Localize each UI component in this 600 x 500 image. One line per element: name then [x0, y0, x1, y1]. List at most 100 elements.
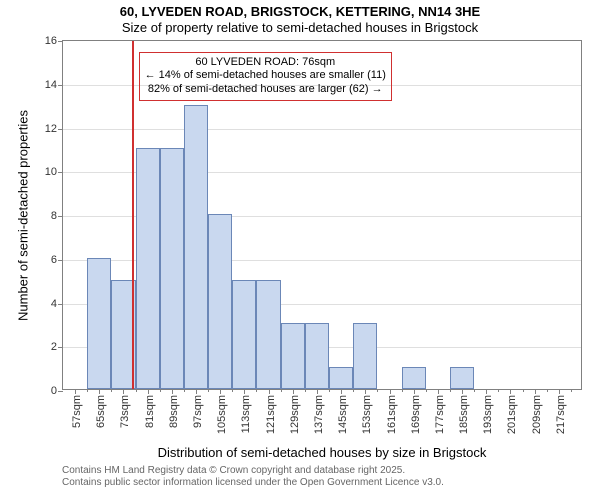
x-tick-mark — [438, 389, 439, 394]
y-tick-mark — [58, 172, 63, 173]
x-tick-mark — [244, 389, 245, 394]
x-tick-label: 105sqm — [216, 395, 228, 434]
x-minor-tick-mark — [87, 389, 88, 392]
x-tick-label: 113sqm — [240, 395, 252, 433]
x-tick-label: 161sqm — [386, 395, 398, 434]
x-minor-tick-mark — [498, 389, 499, 392]
x-tick-mark — [123, 389, 124, 394]
x-tick-mark — [293, 389, 294, 394]
x-minor-tick-mark — [232, 389, 233, 392]
x-tick-mark — [99, 389, 100, 394]
x-tick-label: 137sqm — [313, 395, 325, 434]
x-tick-mark — [341, 389, 342, 394]
attribution-line1: Contains HM Land Registry data © Crown c… — [62, 465, 444, 477]
x-minor-tick-mark — [523, 389, 524, 392]
x-tick-label: 97sqm — [192, 395, 204, 428]
histogram-bar — [232, 280, 256, 389]
x-tick-label: 57sqm — [71, 395, 83, 428]
x-tick-label: 65sqm — [95, 395, 107, 428]
x-minor-tick-mark — [136, 389, 137, 392]
y-tick-mark — [58, 304, 63, 305]
x-minor-tick-mark — [256, 389, 257, 392]
y-tick-mark — [58, 85, 63, 86]
x-tick-label: 177sqm — [434, 395, 446, 434]
histogram-bar — [87, 258, 111, 389]
chart-title-line2: Size of property relative to semi-detach… — [0, 20, 600, 35]
histogram-bar — [281, 323, 305, 389]
x-tick-mark — [390, 389, 391, 394]
attribution-line2: Contains public sector information licen… — [62, 477, 444, 489]
y-tick-mark — [58, 41, 63, 42]
histogram-bar — [402, 367, 426, 389]
x-tick-label: 89sqm — [168, 395, 180, 428]
x-tick-mark — [317, 389, 318, 394]
annotation-line: ← 14% of semi-detached houses are smalle… — [145, 69, 386, 83]
annotation-line: 82% of semi-detached houses are larger (… — [145, 83, 386, 97]
histogram-bar — [184, 105, 208, 389]
x-minor-tick-mark — [547, 389, 548, 392]
y-tick-mark — [58, 347, 63, 348]
y-tick-mark — [58, 129, 63, 130]
x-tick-mark — [220, 389, 221, 394]
x-tick-label: 169sqm — [410, 395, 422, 434]
x-tick-mark — [510, 389, 511, 394]
x-tick-mark — [75, 389, 76, 394]
x-tick-label: 217sqm — [555, 395, 567, 434]
y-axis-label: Number of semi-detached properties — [16, 101, 31, 331]
subject-marker-line — [132, 41, 134, 389]
x-tick-mark — [365, 389, 366, 394]
x-tick-label: 129sqm — [289, 395, 301, 434]
x-minor-tick-mark — [329, 389, 330, 392]
x-tick-mark — [535, 389, 536, 394]
x-minor-tick-mark — [208, 389, 209, 392]
histogram-bar — [353, 323, 377, 389]
histogram-bar — [450, 367, 474, 389]
x-tick-mark — [462, 389, 463, 394]
x-tick-mark — [269, 389, 270, 394]
x-tick-mark — [559, 389, 560, 394]
x-minor-tick-mark — [353, 389, 354, 392]
x-minor-tick-mark — [474, 389, 475, 392]
attribution-text: Contains HM Land Registry data © Crown c… — [62, 465, 444, 489]
histogram-bar — [305, 323, 329, 389]
x-tick-label: 81sqm — [144, 395, 156, 428]
x-minor-tick-mark — [160, 389, 161, 392]
x-tick-label: 153sqm — [361, 395, 373, 434]
x-tick-label: 73sqm — [119, 395, 131, 428]
histogram-bar — [136, 148, 160, 389]
x-tick-label: 201sqm — [506, 395, 518, 434]
chart-container: 60, LYVEDEN ROAD, BRIGSTOCK, KETTERING, … — [0, 0, 600, 500]
x-tick-label: 121sqm — [265, 395, 277, 434]
annotation-line: 60 LYVEDEN ROAD: 76sqm — [145, 56, 386, 70]
x-minor-tick-mark — [450, 389, 451, 392]
x-minor-tick-mark — [305, 389, 306, 392]
plot-area: 024681012141657sqm65sqm73sqm81sqm89sqm97… — [62, 40, 582, 390]
x-tick-mark — [196, 389, 197, 394]
x-minor-tick-mark — [426, 389, 427, 392]
x-minor-tick-mark — [281, 389, 282, 392]
histogram-bar — [160, 148, 184, 389]
y-tick-mark — [58, 260, 63, 261]
x-tick-mark — [414, 389, 415, 394]
annotation-box: 60 LYVEDEN ROAD: 76sqm← 14% of semi-deta… — [139, 52, 392, 101]
x-tick-label: 185sqm — [458, 395, 470, 434]
y-tick-mark — [58, 216, 63, 217]
x-tick-mark — [172, 389, 173, 394]
x-minor-tick-mark — [571, 389, 572, 392]
x-minor-tick-mark — [184, 389, 185, 392]
chart-title-line1: 60, LYVEDEN ROAD, BRIGSTOCK, KETTERING, … — [0, 4, 600, 19]
x-tick-label: 145sqm — [337, 395, 349, 434]
x-axis-label: Distribution of semi-detached houses by … — [62, 445, 582, 460]
x-tick-mark — [148, 389, 149, 394]
x-minor-tick-mark — [402, 389, 403, 392]
histogram-bar — [256, 280, 280, 389]
x-minor-tick-mark — [111, 389, 112, 392]
histogram-bar — [329, 367, 353, 389]
x-minor-tick-mark — [377, 389, 378, 392]
histogram-bar — [208, 214, 232, 389]
y-tick-mark — [58, 391, 63, 392]
gridline — [63, 129, 581, 130]
x-tick-label: 209sqm — [531, 395, 543, 434]
x-tick-mark — [486, 389, 487, 394]
x-tick-label: 193sqm — [482, 395, 494, 434]
